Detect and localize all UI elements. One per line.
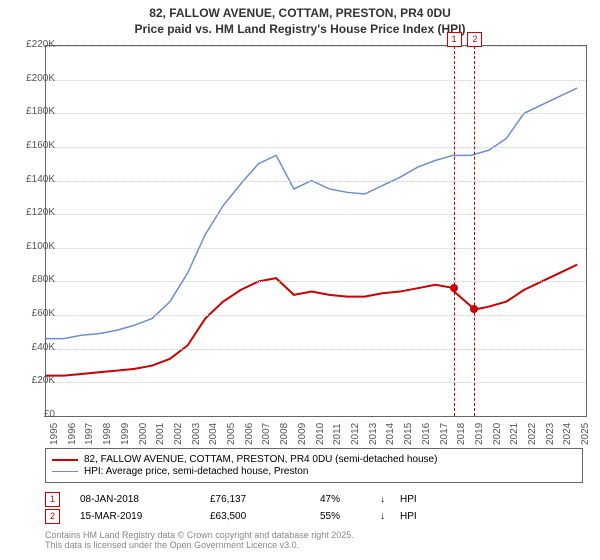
transaction-price: £63,500 bbox=[210, 511, 320, 522]
x-axis-label: 2024 bbox=[562, 423, 573, 445]
gridline-h bbox=[46, 214, 586, 215]
x-axis-label: 2025 bbox=[580, 423, 591, 445]
line-layer bbox=[46, 46, 586, 416]
x-axis-label: 2016 bbox=[421, 423, 432, 445]
x-axis-label: 2020 bbox=[492, 423, 503, 445]
y-axis-label: £0 bbox=[15, 409, 55, 420]
x-axis-label: 2007 bbox=[261, 423, 272, 445]
y-axis-label: £80K bbox=[15, 274, 55, 285]
transaction-id-box: 2 bbox=[45, 509, 60, 524]
x-axis-label: 2004 bbox=[208, 423, 219, 445]
chart-title: 82, FALLOW AVENUE, COTTAM, PRESTON, PR4 … bbox=[0, 0, 600, 37]
x-axis-label: 2018 bbox=[456, 423, 467, 445]
marker-label-2: 2 bbox=[467, 32, 482, 47]
transaction-id-box: 1 bbox=[45, 492, 60, 507]
title-line2: Price paid vs. HM Land Registry's House … bbox=[135, 22, 466, 36]
gridline-h bbox=[46, 281, 586, 282]
transaction-vs: HPI bbox=[400, 511, 417, 522]
x-axis-label: 2006 bbox=[244, 423, 255, 445]
x-axis-label: 1997 bbox=[84, 423, 95, 445]
x-axis-label: 2012 bbox=[350, 423, 361, 445]
footer-line1: Contains HM Land Registry data © Crown c… bbox=[45, 530, 354, 540]
gridline-h bbox=[46, 248, 586, 249]
x-axis-label: 2023 bbox=[545, 423, 556, 445]
x-axis-label: 1995 bbox=[49, 423, 60, 445]
arrow-down-icon: ↓ bbox=[380, 494, 400, 505]
y-axis-label: £140K bbox=[15, 174, 55, 185]
x-axis-label: 2019 bbox=[474, 423, 485, 445]
marker-line-1 bbox=[454, 46, 455, 416]
gridline-h bbox=[46, 382, 586, 383]
x-axis-label: 2009 bbox=[297, 423, 308, 445]
marker-line-2 bbox=[474, 46, 475, 416]
legend: 82, FALLOW AVENUE, COTTAM, PRESTON, PR4 … bbox=[45, 448, 583, 483]
x-axis-label: 2003 bbox=[191, 423, 202, 445]
legend-label: HPI: Average price, semi-detached house,… bbox=[84, 466, 308, 477]
legend-swatch bbox=[52, 471, 78, 472]
transaction-vs: HPI bbox=[400, 494, 417, 505]
legend-swatch bbox=[52, 459, 78, 461]
gridline-h bbox=[46, 113, 586, 114]
footer-line2: This data is licensed under the Open Gov… bbox=[45, 540, 299, 550]
legend-label: 82, FALLOW AVENUE, COTTAM, PRESTON, PR4 … bbox=[84, 454, 437, 465]
legend-item-hpi: HPI: Average price, semi-detached house,… bbox=[52, 466, 576, 477]
x-axis-label: 2014 bbox=[385, 423, 396, 445]
transaction-pct: 55% bbox=[320, 511, 380, 522]
x-axis-label: 1998 bbox=[102, 423, 113, 445]
chart-container: 82, FALLOW AVENUE, COTTAM, PRESTON, PR4 … bbox=[0, 0, 600, 560]
marker-label-1: 1 bbox=[447, 32, 462, 47]
transaction-price: £76,137 bbox=[210, 494, 320, 505]
x-axis-label: 2000 bbox=[138, 423, 149, 445]
x-axis-label: 2002 bbox=[173, 423, 184, 445]
x-axis-label: 2010 bbox=[315, 423, 326, 445]
x-axis-label: 2017 bbox=[439, 423, 450, 445]
plot-area: 12 bbox=[45, 45, 587, 417]
gridline-h bbox=[46, 147, 586, 148]
x-axis-label: 2011 bbox=[332, 423, 343, 445]
y-axis-label: £100K bbox=[15, 241, 55, 252]
y-axis-label: £40K bbox=[15, 342, 55, 353]
gridline-h bbox=[46, 349, 586, 350]
y-axis-label: £220K bbox=[15, 39, 55, 50]
x-axis-label: 2001 bbox=[155, 423, 166, 445]
arrow-down-icon: ↓ bbox=[380, 511, 400, 522]
x-axis-label: 2021 bbox=[509, 423, 520, 445]
y-axis-label: £180K bbox=[15, 106, 55, 117]
gridline-h bbox=[46, 315, 586, 316]
y-axis-label: £20K bbox=[15, 375, 55, 386]
x-axis-label: 2005 bbox=[226, 423, 237, 445]
transaction-pct: 47% bbox=[320, 494, 380, 505]
transaction-date: 08-JAN-2018 bbox=[80, 494, 210, 505]
footer-attribution: Contains HM Land Registry data © Crown c… bbox=[45, 530, 354, 550]
y-axis-label: £160K bbox=[15, 140, 55, 151]
gridline-h bbox=[46, 46, 586, 47]
gridline-h bbox=[46, 80, 586, 81]
transaction-row: 1 08-JAN-2018£76,13747%↓HPI bbox=[45, 492, 583, 507]
gridline-h bbox=[46, 181, 586, 182]
transaction-date: 15-MAR-2019 bbox=[80, 511, 210, 522]
title-line1: 82, FALLOW AVENUE, COTTAM, PRESTON, PR4 … bbox=[149, 6, 451, 20]
x-axis-label: 2008 bbox=[279, 423, 290, 445]
y-axis-label: £120K bbox=[15, 207, 55, 218]
x-axis-label: 2022 bbox=[527, 423, 538, 445]
marker-dot-1 bbox=[450, 284, 458, 292]
legend-item-price-paid: 82, FALLOW AVENUE, COTTAM, PRESTON, PR4 … bbox=[52, 454, 576, 465]
y-axis-label: £200K bbox=[15, 73, 55, 84]
x-axis-label: 2015 bbox=[403, 423, 414, 445]
x-axis-label: 2013 bbox=[368, 423, 379, 445]
x-axis-label: 1996 bbox=[67, 423, 78, 445]
x-axis-label: 1999 bbox=[120, 423, 131, 445]
transactions-table: 1 08-JAN-2018£76,13747%↓HPI 2 15-MAR-2019£6… bbox=[45, 490, 583, 526]
transaction-row: 2 15-MAR-2019£63,50055%↓HPI bbox=[45, 509, 583, 524]
y-axis-label: £60K bbox=[15, 308, 55, 319]
marker-dot-2 bbox=[470, 305, 478, 313]
